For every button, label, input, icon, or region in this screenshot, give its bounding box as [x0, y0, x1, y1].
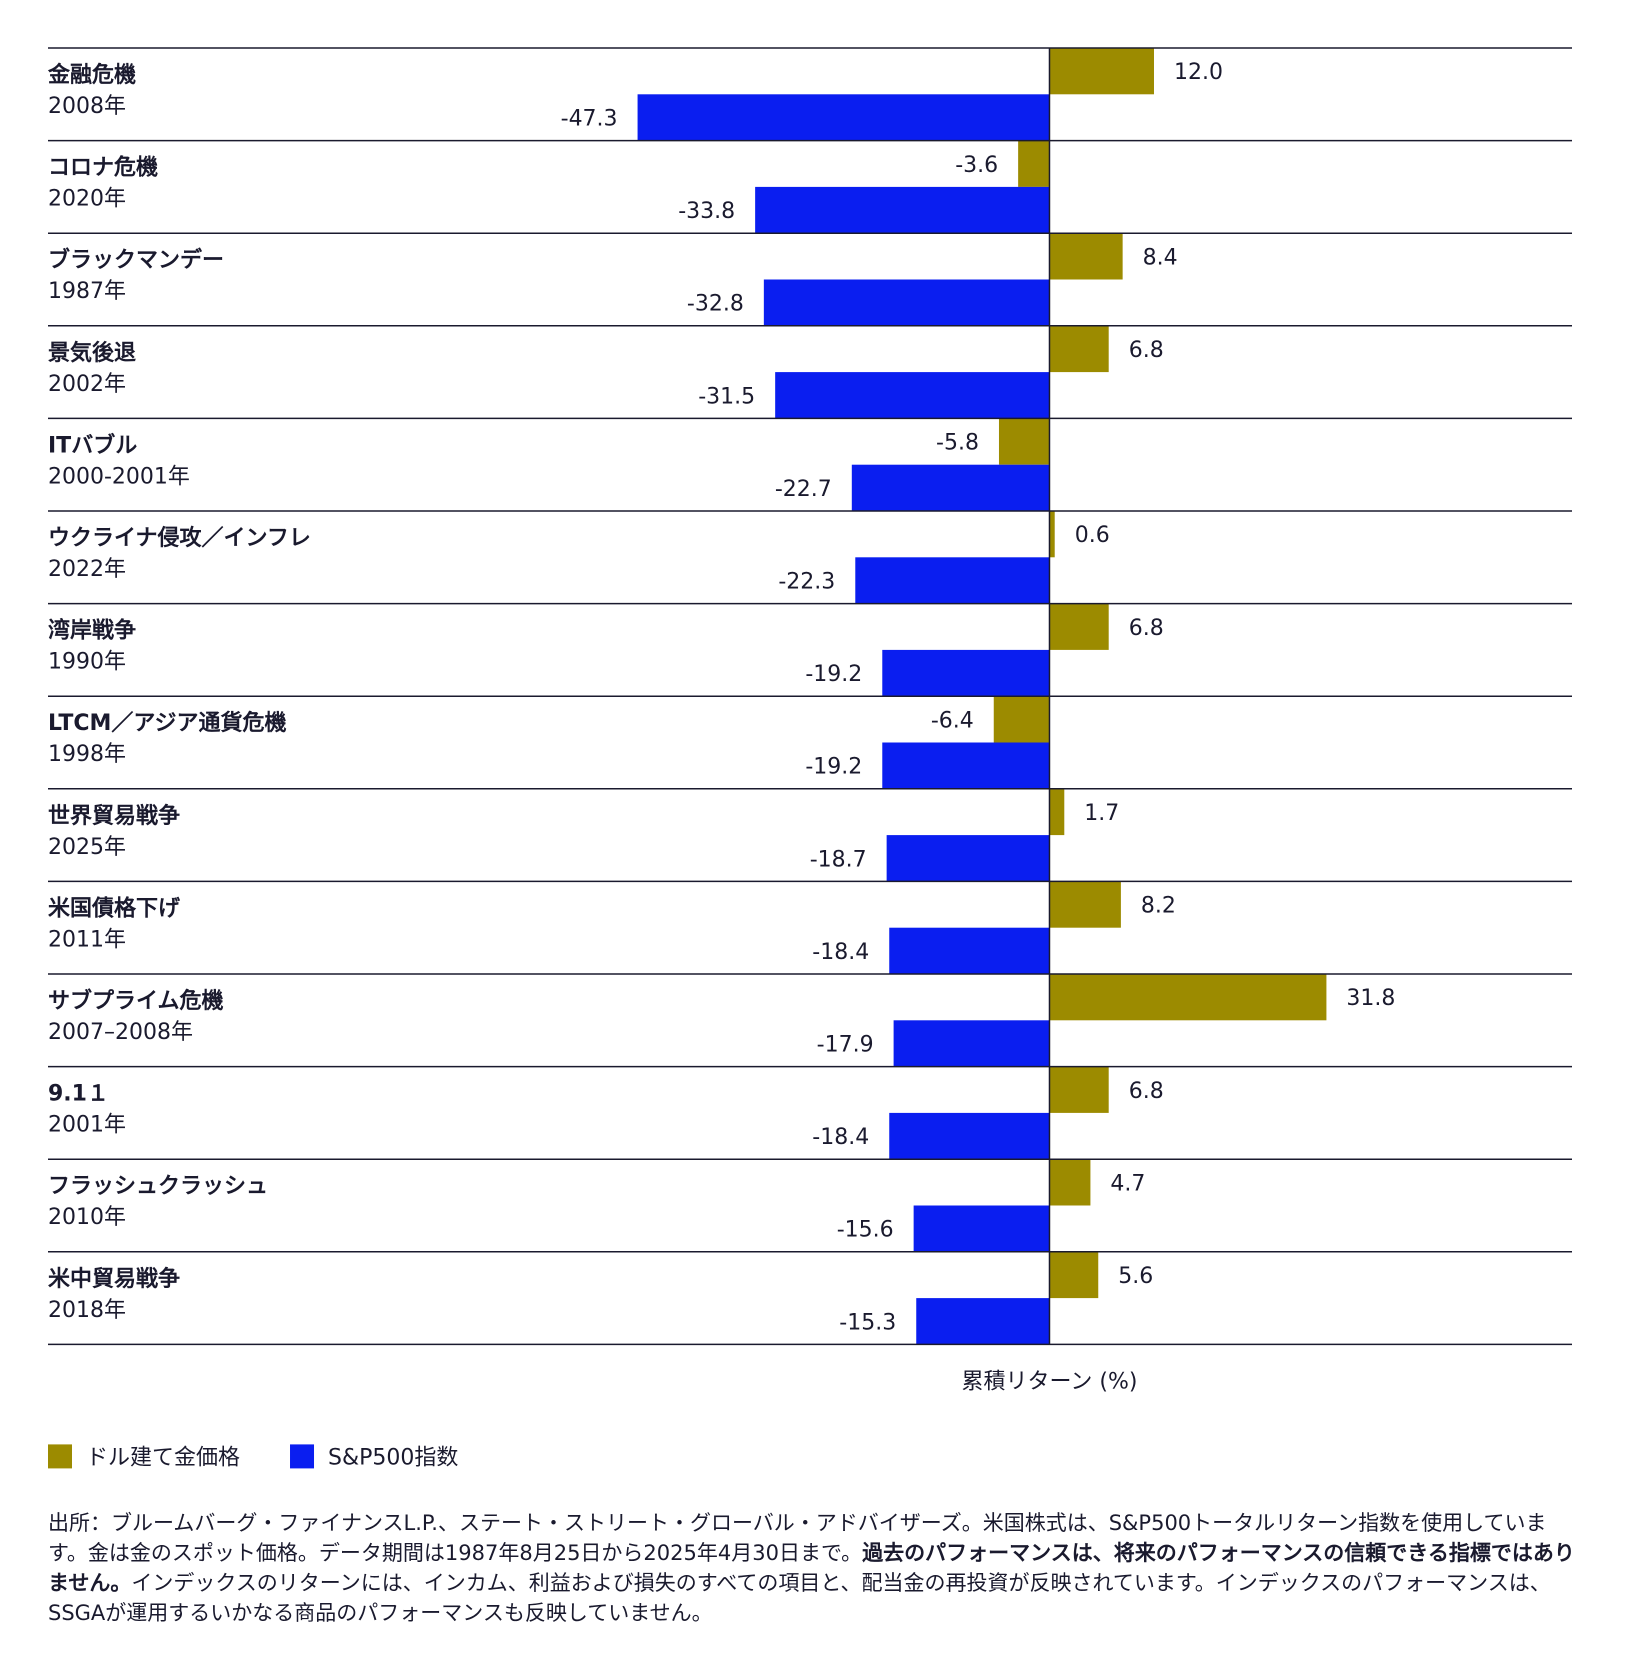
value-label: 6.8	[1129, 338, 1164, 363]
value-label: -32.8	[687, 292, 744, 317]
value-label: -33.8	[678, 199, 735, 224]
bar	[1049, 1251, 1099, 1299]
category-year: 2022年	[48, 557, 126, 582]
category-year: 2011年	[48, 927, 126, 952]
legend-label: S&P500指数	[328, 1445, 458, 1470]
bar	[637, 94, 1050, 141]
bar	[1049, 325, 1109, 373]
category-label: サブプライム危機	[48, 988, 224, 1014]
footnote-text: インデックスのリターンには、インカム、利益および損失のすべての項目と、配当金の再…	[48, 1571, 1551, 1625]
bar	[755, 186, 1050, 234]
legend-label: ドル建て金価格	[86, 1445, 240, 1470]
value-label: 5.6	[1118, 1264, 1153, 1289]
value-label: 6.8	[1129, 616, 1164, 641]
value-label: -15.3	[839, 1310, 896, 1335]
footnote: 出所：ブルームバーグ・ファイナンスL.P.、ステート・ストリート・グローバル・ア…	[48, 1508, 1578, 1628]
category-year: 2008年	[48, 94, 126, 119]
legend-swatch	[48, 1444, 72, 1469]
category-label: 9.1１	[48, 1082, 109, 1107]
bar	[775, 372, 1050, 419]
category-label: フラッシュクラッシュ	[48, 1174, 268, 1199]
category-label: 金融危機	[47, 62, 136, 88]
bar	[916, 1298, 1050, 1345]
category-label: 世界貿易戦争	[48, 803, 180, 829]
bar	[1049, 233, 1123, 280]
category-year: 2001年	[48, 1113, 126, 1138]
bar	[1049, 603, 1109, 650]
footnote-text: 出所：ブルームバーグ・ファイナンスL.P.、ステート・ストリート・グローバル・ア…	[48, 1511, 1547, 1565]
legend-swatch	[290, 1444, 315, 1469]
bar	[893, 1020, 1050, 1067]
value-label: 0.6	[1075, 523, 1110, 548]
chart: 金融危機 2008年 12.0 -47.3 コロナ危機 2020年 -3.6 -33.8 ブラッ…	[47, 47, 1572, 1470]
value-label: -3.6	[955, 153, 998, 178]
category-label: 米中貿易戦争	[48, 1266, 180, 1292]
category-label: 湾岸戦争	[48, 618, 136, 644]
bar	[889, 1112, 1050, 1160]
category-year: 2000-2001年	[48, 464, 190, 489]
value-label: -31.5	[698, 384, 755, 409]
category-year: 2007–2008年	[48, 1020, 193, 1045]
value-label: 12.0	[1174, 60, 1223, 85]
value-label: 8.2	[1141, 894, 1176, 919]
value-label: -19.2	[805, 662, 862, 687]
value-label: -22.7	[775, 477, 832, 502]
value-label: 6.8	[1129, 1079, 1164, 1104]
bar	[993, 696, 1050, 743]
category-label: LTCM／アジア通貨危機	[48, 710, 287, 736]
category-label: ITバブル	[48, 432, 137, 458]
value-label: -18.7	[810, 847, 867, 872]
category-year: 2018年	[48, 1298, 126, 1323]
category-year: 2025年	[48, 835, 126, 860]
bar	[882, 649, 1050, 697]
bar	[1049, 974, 1327, 1021]
category-label: 景気後退	[48, 340, 136, 366]
category-year: 2010年	[48, 1205, 126, 1230]
value-label: 1.7	[1084, 801, 1119, 826]
bar	[1049, 511, 1055, 558]
bar	[998, 418, 1050, 465]
bar	[851, 464, 1050, 511]
value-label: -47.3	[561, 106, 618, 131]
value-label: -18.4	[812, 940, 869, 965]
bar	[886, 835, 1050, 882]
category-year: 1990年	[48, 650, 126, 675]
value-label: -6.4	[931, 708, 974, 733]
value-label: -22.3	[778, 569, 835, 594]
bar	[763, 279, 1050, 326]
value-label: -5.8	[936, 431, 979, 456]
bar	[1049, 1066, 1109, 1113]
category-year: 1987年	[48, 279, 126, 304]
value-label: 4.7	[1110, 1171, 1145, 1196]
bar	[913, 1205, 1050, 1252]
category-label: コロナ危機	[48, 155, 158, 181]
category-label: ウクライナ侵攻／インフレ	[48, 525, 311, 551]
category-year: 1998年	[48, 742, 126, 767]
value-label: -18.4	[812, 1125, 869, 1150]
bar	[1049, 48, 1154, 95]
bar	[855, 557, 1050, 604]
value-label: 31.8	[1346, 986, 1395, 1011]
value-label: -15.6	[837, 1218, 894, 1243]
value-label: -17.9	[817, 1032, 874, 1057]
category-year: 2002年	[48, 372, 126, 397]
bar	[882, 742, 1050, 789]
value-label: -19.2	[805, 755, 862, 780]
bar	[1018, 140, 1050, 187]
footnote-bold: 過去のパフォーマンスは、将来のパフォーマンスの信頼できる指標ではありません。	[48, 1541, 1575, 1595]
x-axis-label: 累積リターン (%)	[962, 1369, 1138, 1394]
category-label: 米国債格下げ	[48, 895, 181, 921]
bar	[889, 927, 1050, 974]
bar	[1049, 1159, 1091, 1206]
bar	[1049, 788, 1065, 836]
category-year: 2020年	[48, 187, 126, 212]
bar	[1049, 881, 1121, 928]
value-label: 8.4	[1143, 245, 1178, 270]
category-label: ブラックマンデー	[48, 247, 224, 273]
